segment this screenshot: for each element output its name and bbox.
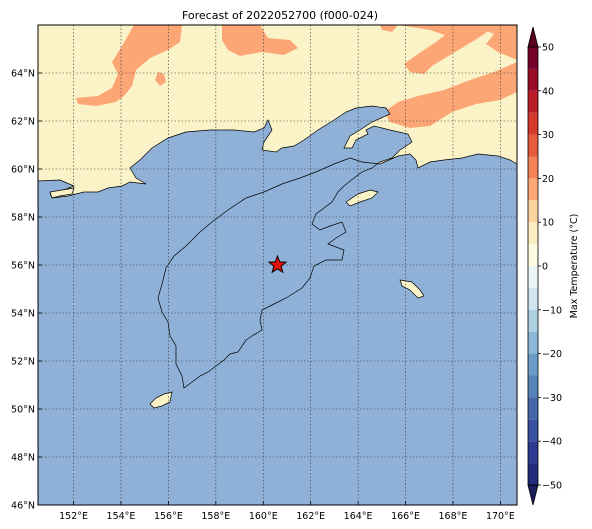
colorbar-tick-label: 0	[542, 262, 548, 273]
lat-tick-label: 54°N	[11, 309, 35, 320]
temperature-zone-10-20-east	[380, 25, 517, 74]
colorbar-tick-label: −30	[542, 393, 562, 404]
latitude-tick-labels: 46°N 48°N 50°N 52°N 54°N 56°N 58°N 60°N 62°N 64°N	[11, 69, 42, 512]
temperature-zone-10-20-north	[76, 25, 182, 106]
lon-tick-label: 164°E	[344, 511, 373, 522]
colorbar-extend-high	[527, 26, 539, 48]
lon-tick-label: 160°E	[249, 511, 278, 522]
lon-tick-label: 152°E	[59, 511, 88, 522]
colorbar-bin	[528, 397, 538, 420]
colorbar-bin	[528, 331, 538, 354]
lon-tick-label: 162°E	[296, 511, 325, 522]
land-karaginsky-spit	[345, 189, 379, 207]
lat-tick-label: 56°N	[11, 261, 35, 272]
temperature-zone-10-20-northeast	[222, 25, 298, 56]
lat-tick-label: 62°N	[11, 117, 35, 128]
colorbar-bin	[528, 375, 538, 398]
colorbar: −50 −40 −30 −20 −10 0 10 20 30 40 50	[527, 26, 562, 506]
colorbar-bin	[528, 287, 538, 310]
colorbar-bin	[528, 222, 538, 245]
temperature-zone-10-20-northeast-ridge	[384, 62, 517, 128]
lat-tick-label: 48°N	[11, 453, 35, 464]
temperature-zone-10-20-small-north	[155, 72, 166, 86]
colorbar-bin	[528, 266, 538, 288]
colorbar-bin	[528, 156, 538, 179]
colorbar-bin	[528, 309, 538, 332]
lon-tick-label: 170°E	[486, 511, 515, 522]
land-kamchatka-isle	[399, 279, 425, 299]
lon-tick-label: 168°E	[439, 511, 468, 522]
map-gridlines	[38, 25, 517, 505]
star-marker-icon	[267, 254, 288, 274]
colorbar-bin	[528, 68, 538, 91]
lat-tick-label: 46°N	[11, 501, 35, 512]
map-title: Forecast of 2022052700 (f000-024)	[182, 9, 378, 22]
colorbar-tick-label: 50	[542, 43, 554, 54]
lon-tick-label: 156°E	[154, 511, 183, 522]
lat-tick-label: 52°N	[11, 357, 35, 368]
location-marker	[267, 254, 288, 274]
lon-tick-label: 158°E	[201, 511, 230, 522]
land-western-cape	[49, 187, 75, 199]
colorbar-bin	[528, 90, 538, 113]
longitude-tick-labels: 152°E 154°E 156°E 158°E 160°E 162°E 164°E 166°E…	[59, 501, 515, 522]
colorbar-tick-label: −10	[542, 305, 562, 316]
colorbar-bin	[528, 244, 538, 266]
colorbar-tick-label: 30	[542, 130, 554, 141]
lat-tick-label: 58°N	[11, 213, 35, 224]
colorbar-tick-label: −20	[542, 349, 562, 360]
colorbar-bin	[528, 419, 538, 442]
lon-tick-label: 154°E	[107, 511, 136, 522]
colorbar-bin	[528, 441, 538, 464]
lat-tick-label: 60°N	[11, 165, 35, 176]
colorbar-bin	[528, 178, 538, 201]
map-panel	[38, 25, 517, 505]
colorbar-bin	[528, 112, 538, 135]
colorbar-tick-label: 10	[542, 218, 554, 229]
colorbar-bin	[528, 134, 538, 157]
colorbar-tick-label: 20	[542, 174, 554, 185]
colorbar-label: Max Temperature (°C)	[569, 214, 580, 319]
colorbar-bin	[528, 200, 538, 223]
lon-tick-label: 166°E	[391, 511, 420, 522]
land-paramushir	[149, 391, 173, 409]
colorbar-bin	[528, 353, 538, 376]
colorbar-tick-label: −40	[542, 437, 562, 448]
colorbar-extend-low	[527, 484, 539, 506]
colorbar-bin	[528, 463, 538, 485]
colorbar-tick-label: −50	[542, 481, 562, 492]
colorbar-bin	[528, 47, 538, 69]
lat-tick-label: 64°N	[11, 69, 35, 80]
lat-tick-label: 50°N	[11, 405, 35, 416]
colorbar-tick-label: 40	[542, 86, 554, 97]
